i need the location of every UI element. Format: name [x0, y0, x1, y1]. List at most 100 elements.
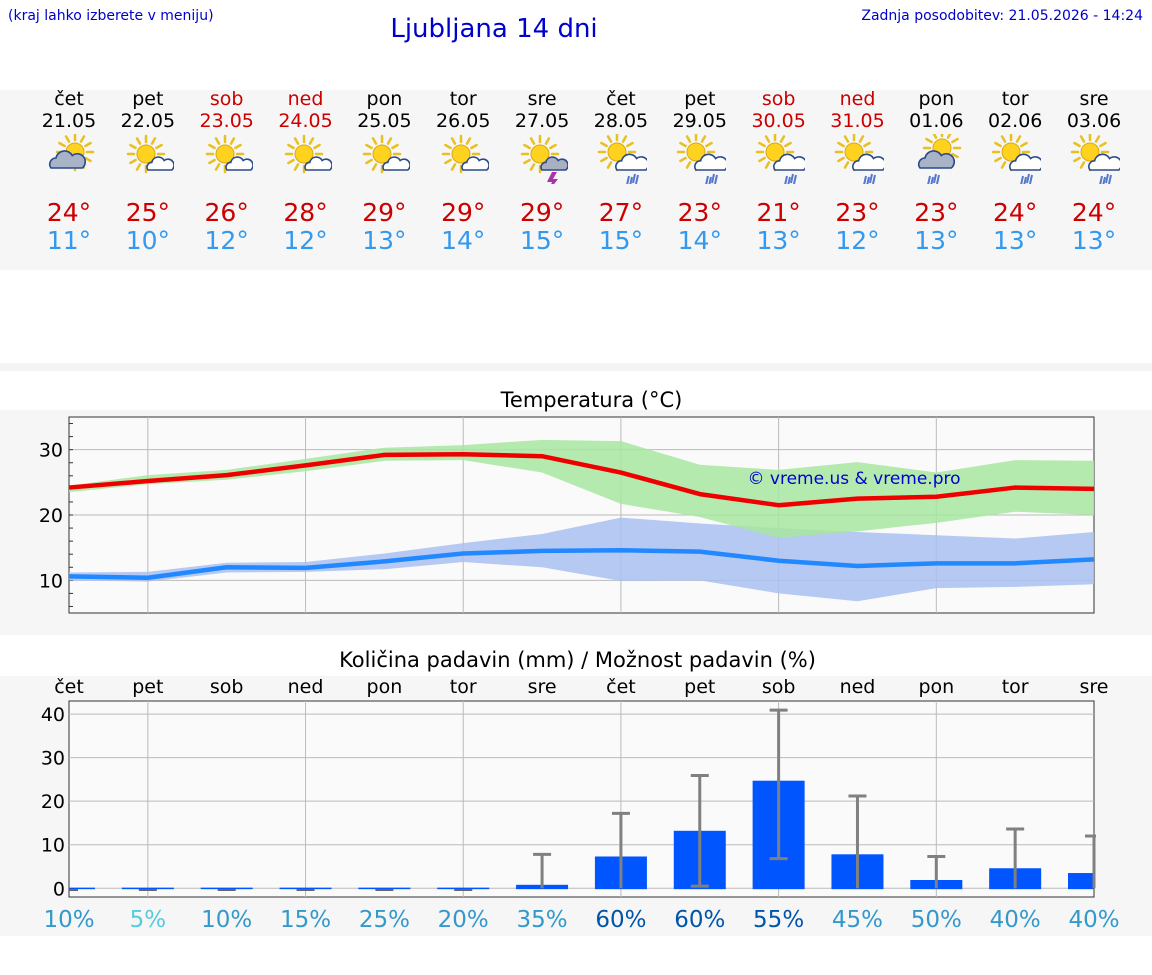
temp-min: 11° — [46, 226, 92, 255]
sun-icon — [834, 134, 873, 172]
temp-max: 23° — [835, 198, 880, 227]
category-label: ned — [840, 676, 876, 698]
cloud-icon — [1088, 153, 1121, 171]
partly-cloudy-icon — [126, 134, 174, 174]
cloud-icon — [382, 156, 411, 171]
day-name: tor — [1001, 88, 1029, 110]
temp-min: 13° — [1071, 226, 1117, 255]
temp-max: 23° — [914, 198, 959, 227]
y-tick-label: 40 — [41, 704, 65, 726]
thunderstorm-icon — [520, 134, 569, 184]
cloud-icon — [614, 153, 647, 171]
y-tick-label: 0 — [53, 878, 65, 900]
location-hint: (kraj lahko izberete v meniju) — [8, 8, 214, 24]
precip-probability: 10% — [201, 907, 252, 933]
day-name: sob — [761, 88, 796, 110]
y-tick-label: 20 — [41, 791, 65, 813]
precip-bar — [121, 887, 174, 890]
sun-rain-icon — [676, 134, 726, 184]
tmin-range-band — [69, 517, 1094, 602]
forecast-day: tor 26.05 29° 14° — [423, 88, 503, 255]
precip-probability: 15% — [280, 907, 331, 933]
precip-probability: 60% — [674, 907, 725, 933]
day-date: 23.05 — [199, 110, 254, 132]
sun-icon — [442, 134, 481, 174]
day-name: sre — [527, 88, 557, 110]
temp-min: 13° — [914, 226, 959, 255]
partly-cloudy-icon — [284, 134, 332, 174]
day-name: sre — [1079, 88, 1109, 110]
cloud-icon — [461, 156, 490, 171]
day-date: 21.05 — [41, 110, 97, 132]
y-tick-label: 30 — [39, 440, 63, 462]
cloud-icon — [48, 150, 87, 169]
day-date: 02.06 — [987, 110, 1043, 132]
temp-max: 26° — [204, 198, 249, 227]
precip-bar — [437, 887, 490, 890]
precip-probability: 5% — [130, 907, 167, 933]
day-date: 28.05 — [593, 110, 649, 132]
category-label: sob — [762, 676, 796, 698]
temp-min: 13° — [756, 226, 801, 255]
category-label: tor — [1002, 676, 1029, 698]
forecast-day: sob 30.05 21° 13° — [739, 88, 819, 255]
forecast-day: tor 02.06 24° 13° — [975, 88, 1055, 255]
day-date: 31.05 — [830, 110, 885, 132]
cloud-icon — [772, 153, 805, 171]
cloud-icon — [540, 156, 569, 171]
day-date: 03.06 — [1066, 110, 1122, 132]
precip-probability: 40% — [990, 907, 1041, 933]
precip-probability: 10% — [43, 907, 94, 933]
y-tick-label: 10 — [39, 570, 63, 592]
forecast-day: sob 23.05 26° 12° — [187, 88, 267, 255]
precip-bar — [200, 887, 253, 890]
sun-rain-icon — [1070, 134, 1121, 184]
day-name: ned — [839, 88, 876, 110]
day-date: 25.05 — [357, 110, 412, 132]
day-date: 30.05 — [751, 110, 806, 132]
forecast-strip — [0, 90, 1152, 270]
temp-max: 28° — [283, 198, 328, 227]
temp-max: 24° — [993, 198, 1038, 227]
day-date: 29.05 — [672, 110, 727, 132]
category-label: čet — [54, 676, 84, 698]
cloud-icon — [851, 153, 884, 171]
category-label: čet — [606, 676, 636, 698]
rain-icon — [1099, 173, 1113, 184]
cloud-icon — [224, 156, 253, 171]
temp-min: 14° — [441, 226, 486, 255]
chart-title: Temperatura (°C) — [500, 388, 683, 412]
precip-probability: 55% — [753, 907, 804, 933]
day-name: pon — [918, 88, 955, 110]
sun-icon — [126, 134, 166, 174]
sun-icon — [597, 134, 637, 172]
category-label: tor — [450, 676, 477, 698]
day-name: ned — [287, 88, 324, 110]
rain-icon — [783, 173, 797, 184]
temp-min: 14° — [677, 226, 722, 255]
category-label: ned — [288, 676, 324, 698]
category-label: pon — [918, 676, 954, 698]
precip-bar — [279, 887, 332, 890]
precip-probability: 35% — [517, 907, 568, 933]
precipitation-chart: Količina padavin (mm) / Možnost padavin … — [41, 648, 1120, 933]
day-date: 22.05 — [120, 110, 176, 132]
tmax-line — [68, 451, 1095, 508]
partly-cloudy-icon — [442, 134, 490, 174]
forecast-day: čet 28.05 27° 15° — [581, 88, 661, 255]
chart-title: Količina padavin (mm) / Možnost padavin … — [339, 648, 816, 672]
rain-icon — [1020, 173, 1034, 184]
category-label: pet — [684, 676, 715, 698]
forecast-day: pon 25.05 29° 13° — [344, 88, 424, 255]
sun-rain-icon — [755, 134, 805, 184]
cloud-icon — [146, 156, 174, 171]
precip-probability: 45% — [832, 907, 883, 933]
precip-probability: 20% — [438, 907, 489, 933]
temp-max: 21° — [756, 198, 801, 227]
precip-probability: 60% — [595, 907, 646, 933]
forecast-day: pet 22.05 25° 10° — [108, 88, 188, 255]
forecast-day: pon 01.06 23° 13° — [896, 88, 976, 255]
day-date: 01.06 — [909, 110, 964, 132]
sun-rain-icon — [834, 134, 884, 184]
rain-icon — [927, 173, 941, 184]
